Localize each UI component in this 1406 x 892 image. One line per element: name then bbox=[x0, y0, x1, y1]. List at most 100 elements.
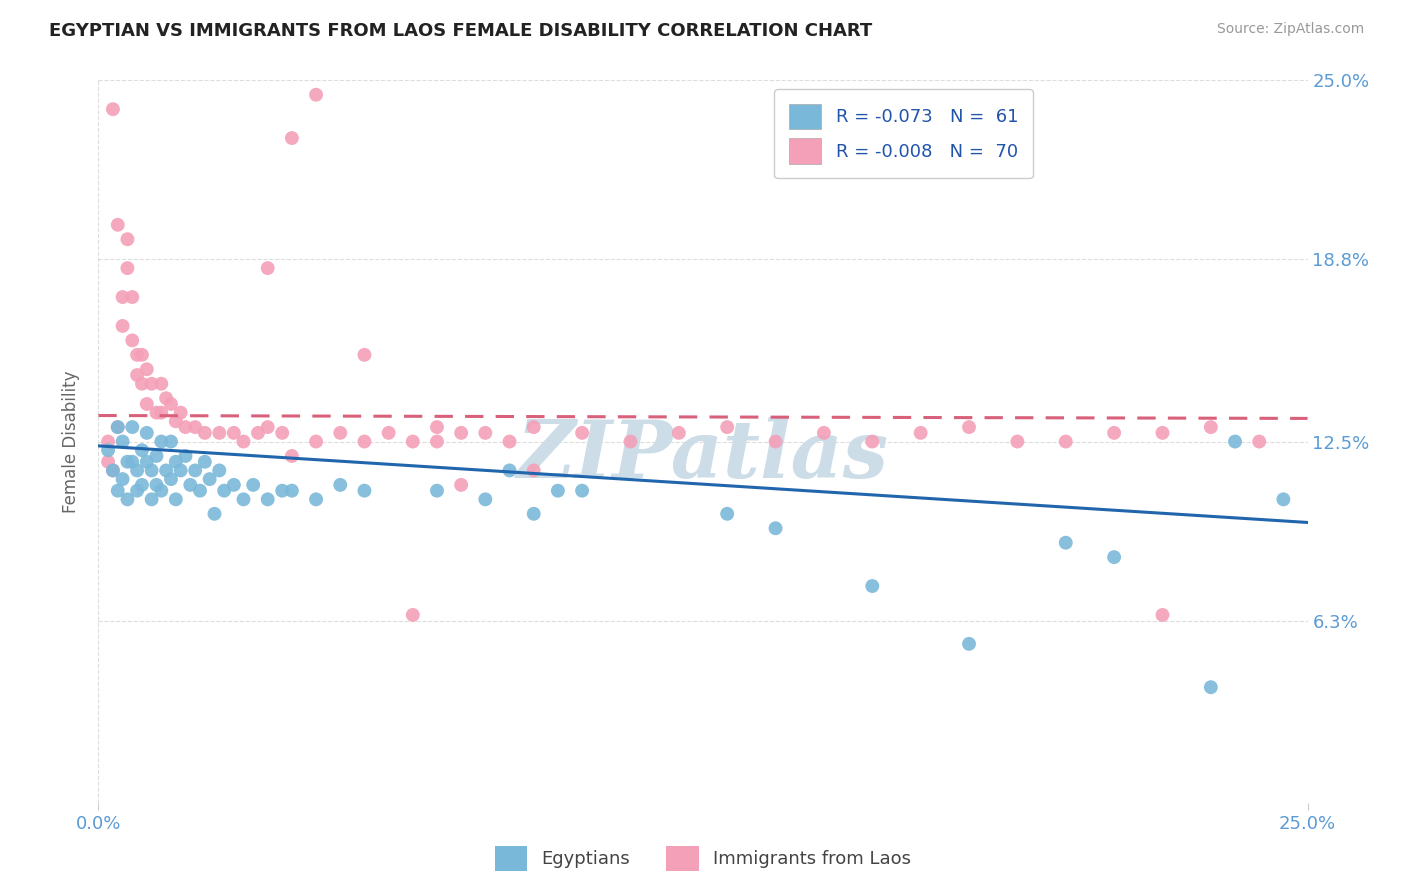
Point bbox=[1199, 680, 1222, 694]
Point bbox=[329, 478, 352, 492]
Point bbox=[135, 455, 157, 469]
Point bbox=[450, 478, 472, 492]
Point bbox=[523, 420, 546, 434]
Point bbox=[305, 434, 328, 449]
Point bbox=[353, 348, 375, 362]
Point bbox=[198, 472, 221, 486]
Legend: R = -0.073   N =  61, R = -0.008   N =  70: R = -0.073 N = 61, R = -0.008 N = 70 bbox=[775, 89, 1032, 178]
Point bbox=[256, 261, 278, 276]
Point bbox=[155, 463, 177, 477]
Point bbox=[498, 434, 520, 449]
Legend: Egyptians, Immigrants from Laos: Egyptians, Immigrants from Laos bbox=[488, 838, 918, 879]
Point bbox=[957, 637, 980, 651]
Point bbox=[121, 420, 143, 434]
Point bbox=[765, 521, 787, 535]
Point bbox=[184, 420, 207, 434]
Point bbox=[402, 607, 425, 622]
Point bbox=[141, 492, 163, 507]
Point bbox=[117, 232, 139, 246]
Point bbox=[1199, 420, 1222, 434]
Point bbox=[212, 483, 235, 498]
Point bbox=[107, 218, 129, 232]
Point bbox=[860, 579, 883, 593]
Point bbox=[121, 290, 143, 304]
Point bbox=[353, 483, 375, 498]
Point bbox=[145, 478, 167, 492]
Point bbox=[222, 478, 245, 492]
Point bbox=[160, 397, 183, 411]
Text: Source: ZipAtlas.com: Source: ZipAtlas.com bbox=[1216, 22, 1364, 37]
Point bbox=[208, 463, 231, 477]
Point bbox=[232, 434, 254, 449]
Point bbox=[169, 406, 191, 420]
Point bbox=[377, 425, 399, 440]
Point bbox=[271, 483, 294, 498]
Point bbox=[135, 397, 157, 411]
Point bbox=[135, 425, 157, 440]
Point bbox=[222, 425, 245, 440]
Point bbox=[160, 434, 183, 449]
Point bbox=[107, 483, 129, 498]
Point bbox=[150, 406, 173, 420]
Point bbox=[97, 443, 120, 458]
Point bbox=[1223, 434, 1246, 449]
Point bbox=[121, 455, 143, 469]
Point bbox=[426, 483, 449, 498]
Point bbox=[145, 406, 167, 420]
Point bbox=[150, 376, 173, 391]
Point bbox=[121, 334, 143, 348]
Point bbox=[716, 420, 738, 434]
Point bbox=[169, 463, 191, 477]
Point bbox=[813, 425, 835, 440]
Point bbox=[165, 492, 187, 507]
Point bbox=[860, 434, 883, 449]
Point bbox=[1054, 535, 1077, 549]
Point bbox=[232, 492, 254, 507]
Point bbox=[141, 376, 163, 391]
Point bbox=[188, 483, 211, 498]
Point bbox=[127, 463, 149, 477]
Point bbox=[281, 131, 304, 145]
Point bbox=[111, 318, 134, 333]
Point bbox=[107, 420, 129, 434]
Y-axis label: Female Disability: Female Disability bbox=[62, 370, 80, 513]
Point bbox=[571, 425, 593, 440]
Point bbox=[305, 87, 328, 102]
Point bbox=[131, 348, 153, 362]
Point bbox=[97, 455, 120, 469]
Point bbox=[101, 102, 124, 116]
Point bbox=[716, 507, 738, 521]
Point bbox=[117, 492, 139, 507]
Point bbox=[131, 478, 153, 492]
Point bbox=[1152, 607, 1174, 622]
Point bbox=[765, 434, 787, 449]
Point bbox=[111, 290, 134, 304]
Point bbox=[101, 463, 124, 477]
Point bbox=[194, 425, 217, 440]
Point bbox=[117, 261, 139, 276]
Point bbox=[619, 434, 641, 449]
Point bbox=[1272, 492, 1295, 507]
Point bbox=[117, 455, 139, 469]
Point bbox=[179, 478, 201, 492]
Point bbox=[184, 463, 207, 477]
Point bbox=[450, 425, 472, 440]
Point bbox=[256, 420, 278, 434]
Point bbox=[329, 425, 352, 440]
Point bbox=[1102, 550, 1125, 565]
Point bbox=[305, 492, 328, 507]
Point bbox=[111, 472, 134, 486]
Point bbox=[127, 483, 149, 498]
Point bbox=[256, 492, 278, 507]
Text: EGYPTIAN VS IMMIGRANTS FROM LAOS FEMALE DISABILITY CORRELATION CHART: EGYPTIAN VS IMMIGRANTS FROM LAOS FEMALE … bbox=[49, 22, 873, 40]
Point bbox=[247, 425, 270, 440]
Point bbox=[1152, 425, 1174, 440]
Point bbox=[474, 492, 496, 507]
Point bbox=[571, 483, 593, 498]
Point bbox=[910, 425, 932, 440]
Point bbox=[127, 348, 149, 362]
Point bbox=[1054, 434, 1077, 449]
Point bbox=[1007, 434, 1029, 449]
Point bbox=[271, 425, 294, 440]
Point bbox=[204, 507, 226, 521]
